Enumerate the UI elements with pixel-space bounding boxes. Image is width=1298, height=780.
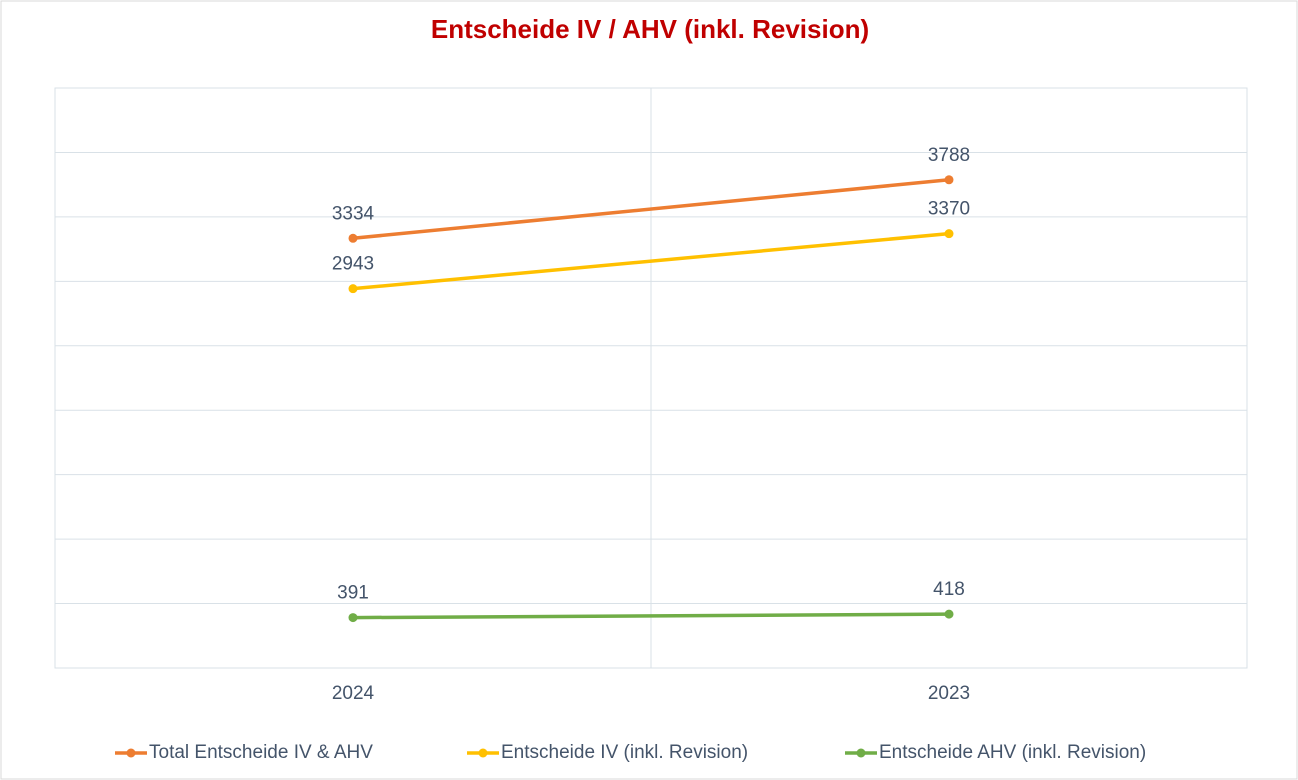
legend-marker [126, 748, 136, 758]
legend-marker [478, 748, 488, 758]
series-line [352, 178, 950, 241]
data-point [348, 233, 358, 243]
legend-label: Entscheide IV (inkl. Revision) [501, 742, 748, 763]
chart-title: Entscheide IV / AHV (inkl. Revision) [431, 14, 869, 44]
series-line [352, 612, 950, 620]
legend-label: Entscheide AHV (inkl. Revision) [879, 742, 1146, 763]
data-label: 391 [337, 583, 369, 604]
legend-label: Total Entscheide IV & AHV [149, 742, 373, 763]
data-label: 2943 [332, 254, 374, 275]
data-point [944, 229, 954, 239]
data-label: 418 [933, 579, 965, 600]
x-tick-label: 2024 [332, 683, 375, 704]
data-label: 3334 [332, 203, 375, 224]
data-point [348, 613, 358, 623]
data-label: 3370 [928, 199, 970, 220]
legend-marker [856, 748, 866, 758]
series-line [352, 231, 950, 291]
data-point [944, 609, 954, 619]
data-point [944, 175, 954, 185]
data-point [348, 284, 358, 294]
x-tick-label: 2023 [928, 683, 970, 704]
data-label: 3788 [928, 145, 970, 166]
